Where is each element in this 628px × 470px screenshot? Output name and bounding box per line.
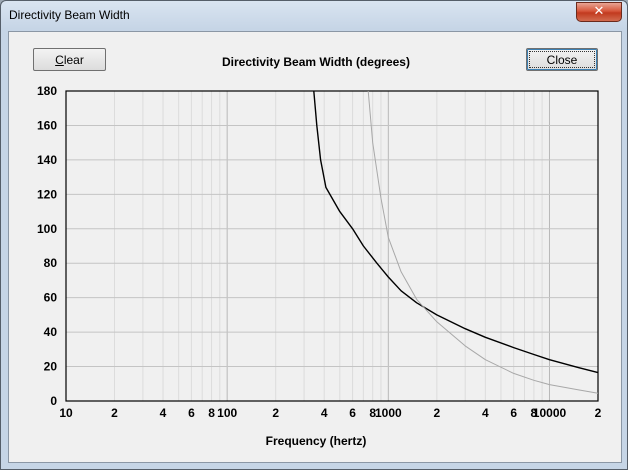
close-button-label: Close bbox=[546, 53, 578, 67]
close-button[interactable]: Close bbox=[526, 48, 598, 71]
x-tick-label: 8 bbox=[531, 406, 538, 420]
beam-width-curve-primary bbox=[313, 90, 599, 374]
x-tick-label: 8 bbox=[208, 406, 215, 420]
beam-width-curve-secondary bbox=[367, 90, 599, 394]
y-tick-label: 160 bbox=[37, 118, 57, 132]
x-tick-label: 6 bbox=[349, 406, 356, 420]
x-tick-label: 2 bbox=[111, 406, 118, 420]
y-tick-label: 140 bbox=[37, 153, 57, 167]
clear-mnemonic: C bbox=[55, 53, 64, 67]
x-tick-label: 4 bbox=[321, 406, 328, 420]
x-tick-label: 4 bbox=[482, 406, 489, 420]
x-tick-label: 2 bbox=[272, 406, 279, 420]
y-tick-label: 0 bbox=[50, 394, 57, 408]
x-tick-label: 10000 bbox=[533, 406, 567, 420]
x-tick-label: 10 bbox=[59, 406, 73, 420]
x-tick-label: 2 bbox=[595, 406, 602, 420]
chart-title: Directivity Beam Width (degrees) bbox=[222, 55, 410, 69]
y-tick-label: 80 bbox=[44, 256, 58, 270]
x-tick-label: 100 bbox=[217, 406, 237, 420]
y-tick-label: 100 bbox=[37, 222, 57, 236]
clear-button[interactable]: Clear bbox=[33, 48, 106, 71]
x-tick-label: 8 bbox=[369, 406, 376, 420]
y-tick-label: 120 bbox=[37, 187, 57, 201]
y-tick-label: 20 bbox=[44, 360, 58, 374]
grid-lines bbox=[66, 91, 598, 401]
plot-frame bbox=[65, 90, 599, 402]
x-tick-label: 1000 bbox=[375, 406, 402, 420]
title-bar[interactable]: Directivity Beam Width ✕ bbox=[1, 1, 627, 31]
dialog-client-area: Clear Close Directivity Beam Width (degr… bbox=[8, 31, 622, 463]
y-tick-label: 40 bbox=[44, 325, 58, 339]
focus-rect bbox=[529, 51, 595, 68]
x-tick-label: 6 bbox=[188, 406, 195, 420]
series-layer bbox=[313, 90, 599, 394]
beam-width-chart: Directivity Beam Width (degrees) 0204060… bbox=[37, 55, 602, 448]
window-title: Directivity Beam Width bbox=[9, 8, 130, 22]
x-tick-label: 4 bbox=[160, 406, 167, 420]
x-tick-label: 6 bbox=[510, 406, 517, 420]
y-tick-label: 180 bbox=[37, 84, 57, 98]
x-axis-label: Frequency (hertz) bbox=[266, 434, 367, 448]
x-tick-label: 2 bbox=[433, 406, 440, 420]
y-tick-label: 60 bbox=[44, 291, 58, 305]
y-tick-labels: 0 20 40 60 80 100 120 140 160 180 bbox=[37, 84, 57, 408]
clear-label-rest: lear bbox=[63, 53, 84, 67]
close-window-icon[interactable]: ✕ bbox=[576, 2, 622, 22]
